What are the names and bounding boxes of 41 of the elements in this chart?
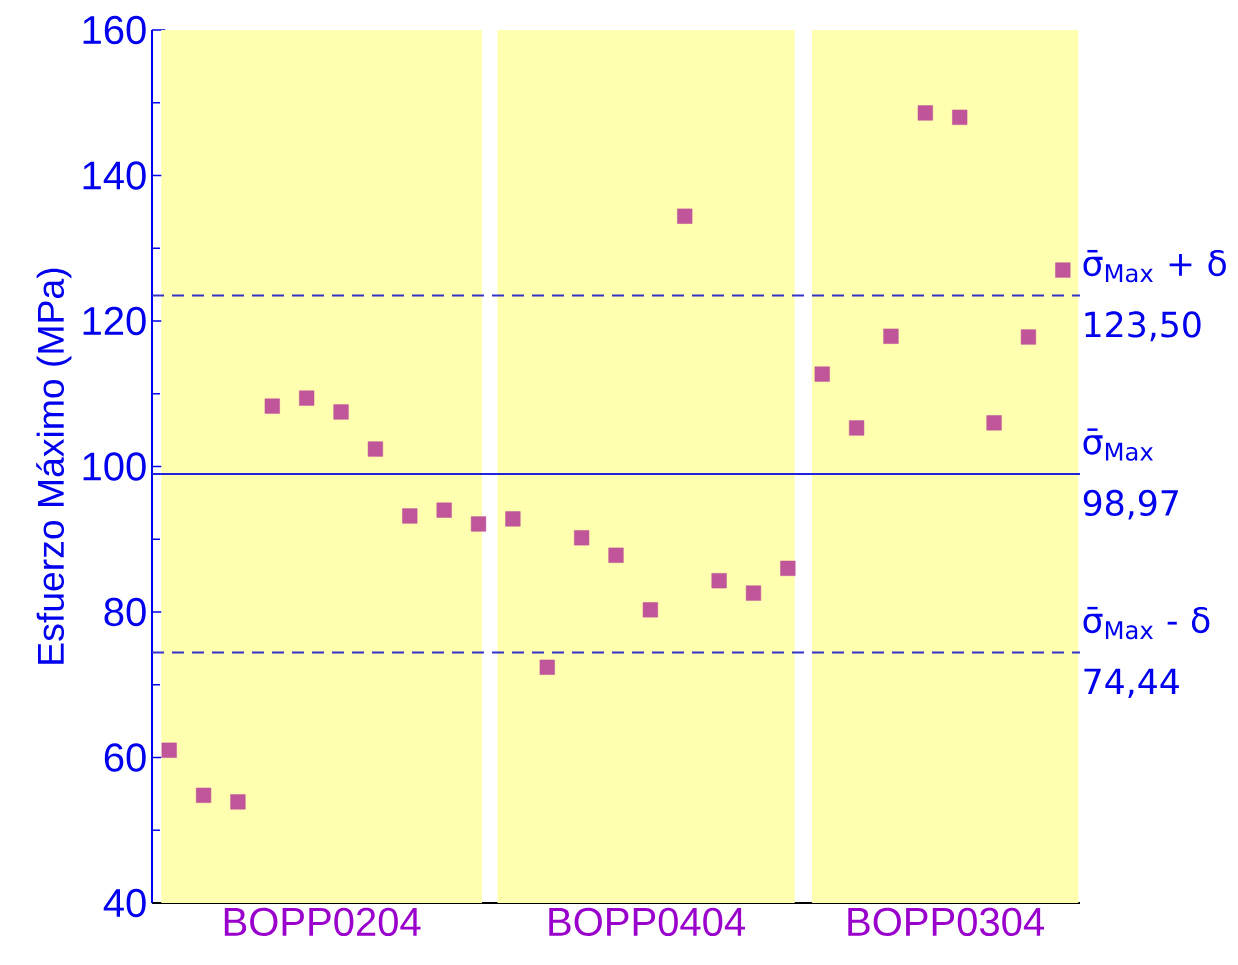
- point: [814, 366, 830, 382]
- point: [642, 602, 658, 618]
- point: [677, 208, 693, 224]
- point: [299, 390, 315, 406]
- point: [367, 441, 384, 457]
- point: [539, 659, 555, 675]
- point: [574, 530, 590, 546]
- point: [1055, 262, 1071, 278]
- y-tick-label: 120: [83, 306, 146, 336]
- y-tick-label: 80: [104, 597, 146, 627]
- ref-line-label: σ̄$_{Max}$ - δ 74,44: [1083, 606, 1210, 699]
- point: [917, 105, 933, 121]
- point: [470, 516, 487, 532]
- point: [161, 742, 177, 758]
- point: [608, 547, 624, 563]
- text: BOPP0404: [549, 907, 745, 937]
- text: BOPP0304: [848, 907, 1044, 937]
- y-axis-title: Esfuerzo Máximo (MPa): [36, 268, 72, 664]
- point: [986, 415, 1002, 431]
- point: [230, 794, 246, 810]
- point: [849, 420, 865, 436]
- point: [883, 328, 899, 344]
- point: [402, 508, 418, 524]
- ref-line-label: σ̄$_{Max}$ 98,97: [1083, 428, 1178, 520]
- y-tick-label: 40: [103, 888, 146, 918]
- point: [745, 585, 762, 601]
- y-tick-label: 160: [83, 15, 146, 45]
- y-tick-label: 140: [83, 161, 146, 190]
- point: [264, 398, 280, 414]
- y-tick-label: 60: [104, 743, 146, 772]
- point: [1020, 329, 1037, 345]
- point: [436, 502, 452, 518]
- point: [780, 560, 796, 576]
- point: [195, 787, 212, 803]
- point: [505, 511, 521, 527]
- text: BOPP0204: [224, 907, 421, 937]
- point: [711, 573, 727, 589]
- point: [333, 404, 349, 420]
- point: [952, 109, 968, 125]
- ref-line-label: σ̄$_{Max}$ + δ 123,50: [1083, 249, 1226, 342]
- y-tick-label: 100: [83, 452, 146, 481]
